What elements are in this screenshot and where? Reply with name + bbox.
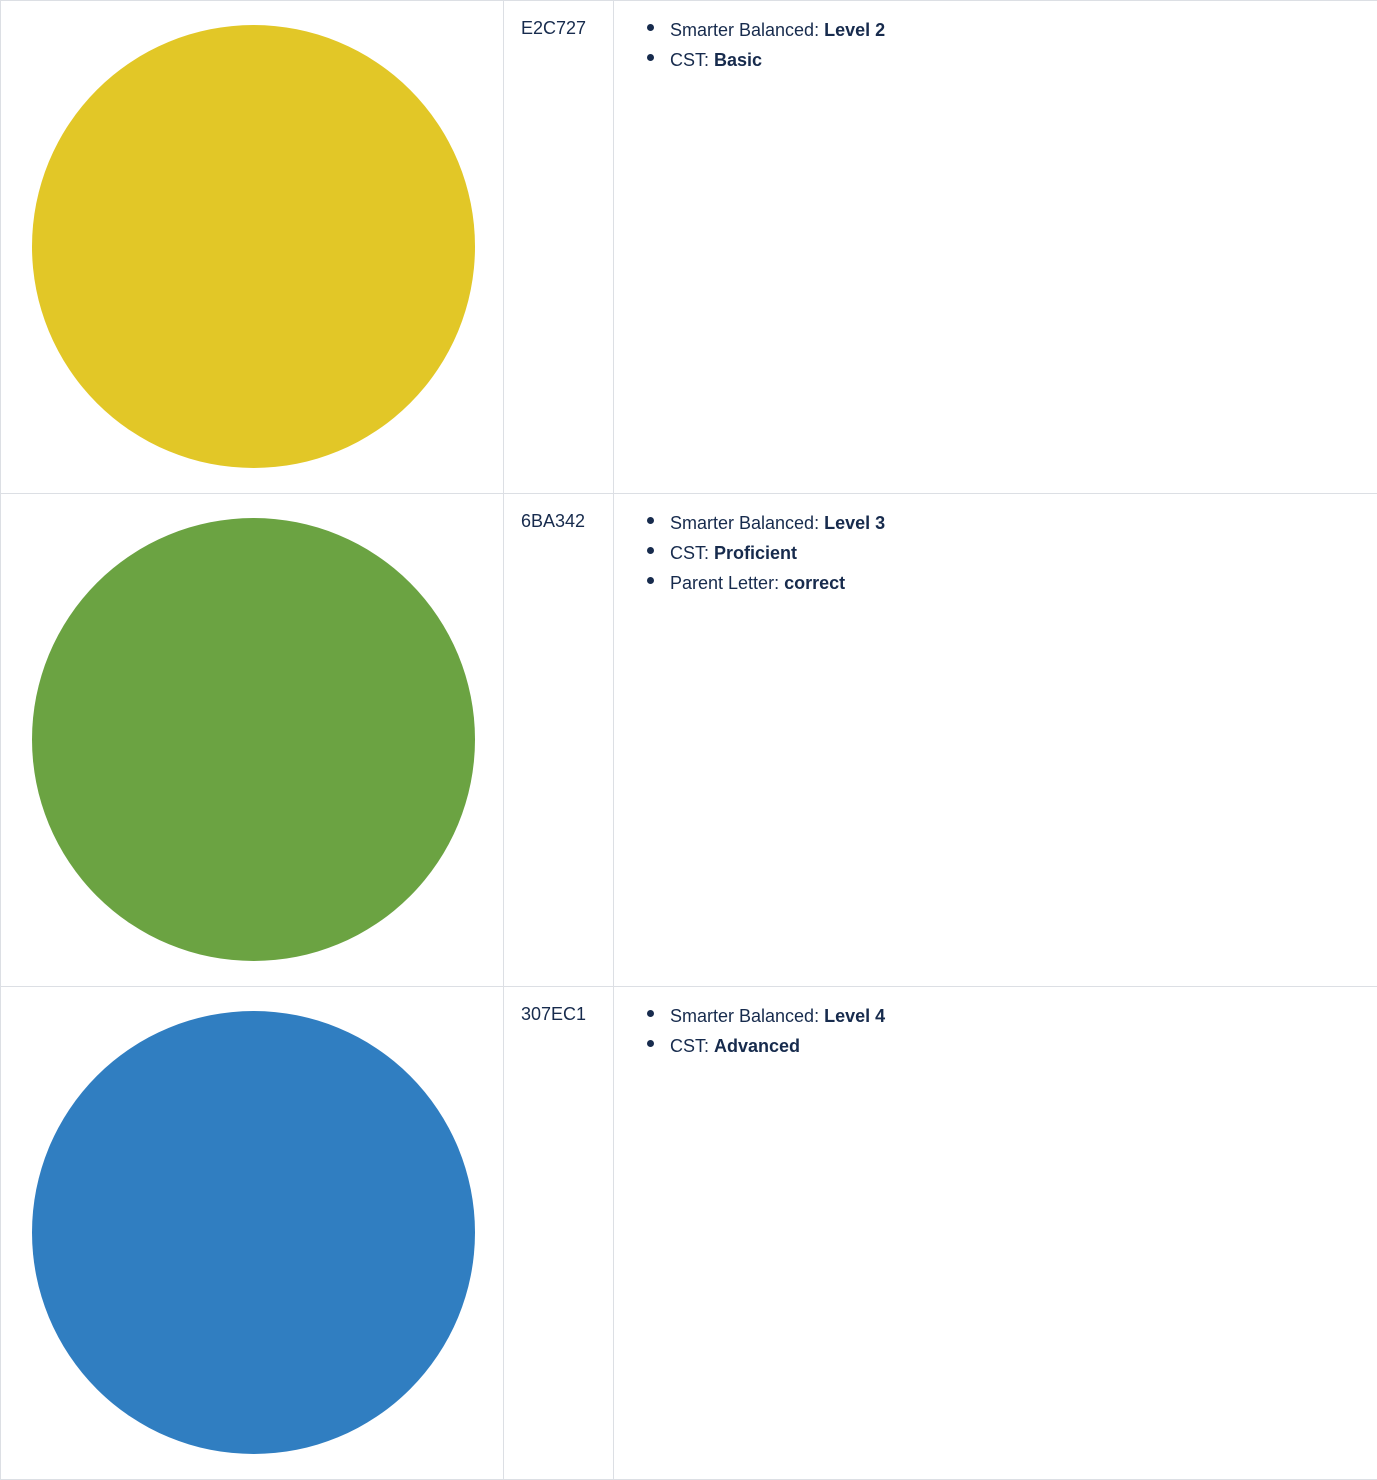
item-label: Parent Letter: xyxy=(670,573,785,593)
item-value: Level 2 xyxy=(824,20,886,40)
item-label: Smarter Balanced: xyxy=(670,513,825,533)
list-item: Parent Letter: correct xyxy=(644,568,1377,598)
item-label: CST: xyxy=(670,50,715,70)
status-list: Smarter Balanced: Level 4 CST: Advanced xyxy=(614,987,1377,1061)
item-value: correct xyxy=(784,573,846,593)
item-value: Advanced xyxy=(714,1036,801,1056)
color-swatch-circle xyxy=(32,518,475,961)
swatch-cell xyxy=(0,986,504,1480)
status-list: Smarter Balanced: Level 2 CST: Basic xyxy=(614,1,1377,75)
swatch-cell xyxy=(0,493,504,987)
swatch-cell xyxy=(0,0,504,494)
list-item: CST: Proficient xyxy=(644,538,1377,568)
description-cell: Smarter Balanced: Level 2 CST: Basic xyxy=(613,0,1377,494)
item-value: Basic xyxy=(714,50,763,70)
hex-code: 307EC1 xyxy=(521,1004,587,1024)
table-row: E2C727 Smarter Balanced: Level 2 CST: Ba… xyxy=(0,0,1377,494)
list-item: Smarter Balanced: Level 2 xyxy=(644,15,1377,45)
description-cell: Smarter Balanced: Level 4 CST: Advanced xyxy=(613,986,1377,1480)
hex-code: 6BA342 xyxy=(521,511,586,531)
list-item: Smarter Balanced: Level 4 xyxy=(644,1001,1377,1031)
table-row: 6BA342 Smarter Balanced: Level 3 CST: Pr… xyxy=(0,493,1377,987)
description-cell: Smarter Balanced: Level 3 CST: Proficien… xyxy=(613,493,1377,987)
item-value: Proficient xyxy=(714,543,798,563)
color-swatch-circle xyxy=(32,1011,475,1454)
item-label: Smarter Balanced: xyxy=(670,1006,825,1026)
hex-cell: 307EC1 xyxy=(503,986,614,1480)
item-label: Smarter Balanced: xyxy=(670,20,825,40)
status-list: Smarter Balanced: Level 3 CST: Proficien… xyxy=(614,494,1377,598)
list-item: Smarter Balanced: Level 3 xyxy=(644,508,1377,538)
item-label: CST: xyxy=(670,543,715,563)
item-label: CST: xyxy=(670,1036,715,1056)
list-item: CST: Basic xyxy=(644,45,1377,75)
color-swatch-circle xyxy=(32,25,475,468)
table-row: 307EC1 Smarter Balanced: Level 4 CST: Ad… xyxy=(0,986,1377,1480)
hex-code: E2C727 xyxy=(521,18,587,38)
hex-cell: E2C727 xyxy=(503,0,614,494)
list-item: CST: Advanced xyxy=(644,1031,1377,1061)
item-value: Level 3 xyxy=(824,513,886,533)
hex-cell: 6BA342 xyxy=(503,493,614,987)
item-value: Level 4 xyxy=(824,1006,886,1026)
